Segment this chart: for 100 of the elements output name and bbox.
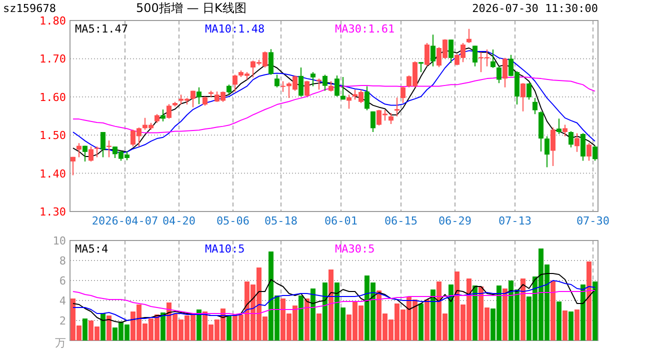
candlestick [268, 48, 274, 76]
candlestick [226, 84, 232, 96]
candlestick [274, 74, 280, 88]
y-axis-title: 万 [55, 336, 66, 350]
candlestick [556, 118, 562, 134]
y-tick-label: 6 [59, 274, 66, 288]
y-tick-label: 2 [59, 314, 66, 328]
candlestick [304, 80, 310, 98]
candlestick [328, 80, 334, 92]
bar [430, 290, 436, 340]
candlestick [466, 28, 472, 44]
candlestick [580, 132, 586, 162]
chart-title: 500指增 — 日K线图 [136, 1, 246, 15]
candlestick [520, 82, 526, 112]
candlestick [196, 86, 202, 105]
y-tick-label: 4 [59, 294, 66, 308]
candlestick [550, 126, 556, 167]
bar [310, 288, 316, 340]
y-tick-label: 1.60 [40, 90, 66, 104]
candlestick [394, 97, 400, 117]
bar [448, 284, 454, 340]
bar [418, 304, 424, 340]
bar [100, 314, 106, 340]
x-tick-label: 06-15 [384, 214, 418, 228]
text: sz159678 [3, 2, 56, 15]
x-tick-label: 06-01 [324, 214, 358, 228]
candlestick [322, 74, 328, 92]
text: MA5:1.47 [75, 22, 128, 36]
bar [502, 288, 508, 340]
candlestick [310, 72, 316, 87]
candlestick [340, 76, 346, 100]
bar [328, 270, 334, 340]
y-tick-label: 1.30 [40, 206, 66, 218]
y-tick-label: 1.40 [40, 167, 66, 180]
bar [520, 278, 526, 340]
bar [226, 316, 232, 340]
candlestick [424, 42, 430, 67]
x-tick-label: 05-06 [216, 214, 250, 228]
x-tick-label: 04-20 [162, 214, 196, 228]
candlestick [568, 130, 574, 148]
bar [550, 280, 556, 340]
candlestick [364, 86, 370, 111]
candlestick [574, 132, 580, 152]
candlestick [76, 142, 82, 158]
candlestick [388, 112, 394, 125]
x-tick-label: 05-18 [264, 214, 298, 228]
bar [196, 310, 202, 340]
candlestick [160, 109, 166, 122]
candlestick [316, 78, 322, 90]
candlestick [496, 66, 502, 84]
candlestick [418, 62, 424, 73]
candlestick [586, 142, 592, 162]
bar [106, 316, 112, 340]
bar [322, 282, 328, 340]
text: MA30:1.61 [335, 22, 395, 36]
candlestick [544, 136, 550, 168]
bar [580, 284, 586, 340]
y-tick-label: 1.80 [40, 14, 66, 28]
bar [304, 298, 310, 340]
candlestick [70, 156, 76, 176]
candlestick [370, 110, 376, 133]
candlestick [88, 146, 94, 162]
bar [160, 312, 166, 340]
candlestick [82, 145, 88, 162]
candlestick [280, 80, 286, 92]
bar [298, 296, 304, 340]
y-tick-label: 1.70 [40, 52, 66, 66]
candlestick [94, 146, 100, 158]
candlestick [334, 75, 340, 98]
y-tick-label: 10 [52, 234, 66, 248]
candlestick [400, 86, 406, 104]
y-tick-label: 1.50 [40, 129, 66, 142]
text: MA5:4 [75, 242, 108, 256]
x-tick-label: 06-29 [438, 214, 472, 228]
candlestick [562, 124, 568, 137]
bar [574, 310, 580, 340]
line-series [72, 280, 596, 321]
x-tick-label: 2026-04-07 [92, 214, 158, 228]
candlestick [430, 34, 436, 67]
text: 2026-07-30 11:30:00 [472, 2, 598, 15]
text: MA30:5 [335, 242, 375, 256]
line-series [72, 273, 596, 323]
candlestick [166, 104, 172, 120]
bar [82, 318, 88, 340]
bar [424, 300, 430, 340]
bar [316, 314, 322, 340]
candlestick [298, 66, 304, 98]
line-series [72, 290, 596, 315]
candlestick [490, 49, 496, 68]
bar [556, 302, 562, 340]
x-tick-label: 07-13 [498, 214, 532, 228]
candlestick [100, 132, 106, 158]
y-tick-label: 8 [59, 254, 66, 268]
candlestick [232, 74, 238, 92]
bar [472, 286, 478, 340]
candlestick [502, 57, 508, 88]
text: MA10:1.48 [205, 22, 265, 36]
candlestick [526, 82, 532, 100]
x-tick-label: 07-30 [576, 214, 610, 228]
candlestick [202, 96, 208, 106]
